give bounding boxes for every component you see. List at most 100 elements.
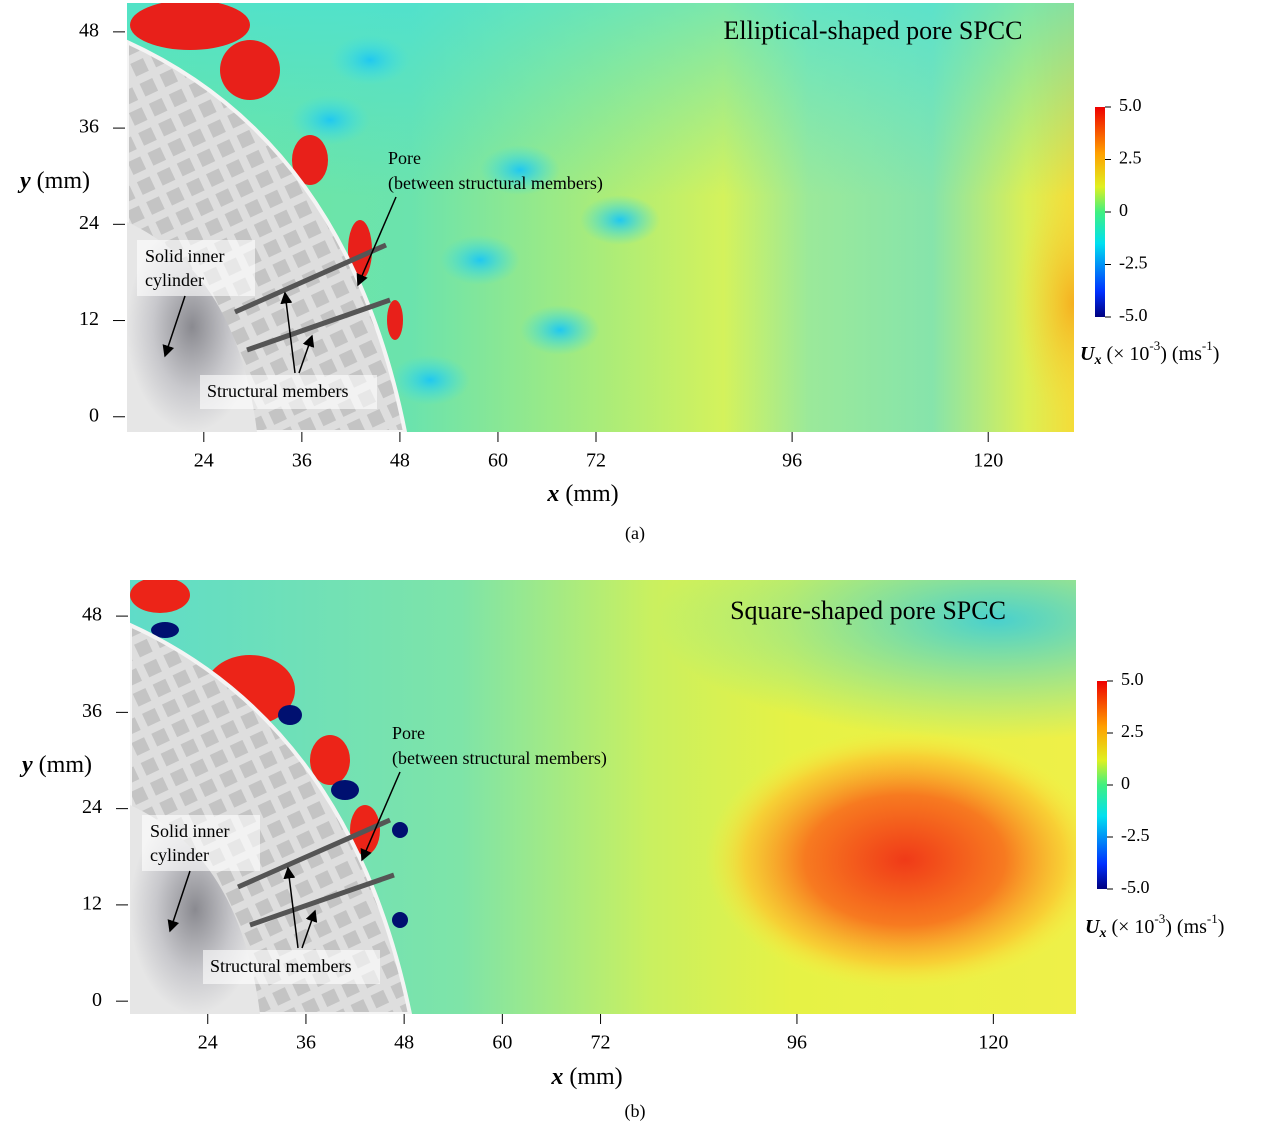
colorbar-label: Ux (× 10-3) (ms-1) — [1085, 911, 1224, 941]
x-tick-label: 120 — [973, 450, 1003, 472]
cyan-patch — [290, 95, 370, 145]
y-tick-label: 24 — [79, 212, 99, 234]
x-tick-label: 96 — [787, 1032, 807, 1054]
colorbar-tick-label: 5.0 — [1119, 95, 1142, 115]
label-part: x — [1098, 926, 1106, 941]
red-patch — [292, 135, 328, 185]
axis-unit: (mm) — [37, 168, 90, 194]
colorbar-tick-label: -5.0 — [1121, 877, 1150, 897]
label-part: ) (ms — [1165, 916, 1207, 938]
arrow — [360, 771, 401, 862]
y-tick-label: 12 — [79, 308, 99, 330]
cyan-patch — [480, 145, 560, 195]
panel-title: Square-shaped pore SPCC — [730, 596, 1006, 625]
red-patch — [310, 735, 350, 785]
colorbar-tick-label: 0 — [1121, 773, 1130, 793]
label-part: ) — [1218, 916, 1225, 938]
label-part: x — [1093, 353, 1101, 368]
x-tick-label: 120 — [978, 1032, 1008, 1054]
label-part: -1 — [1202, 338, 1213, 353]
caption: (b) — [625, 1101, 646, 1122]
x-tick-label: 36 — [296, 1032, 316, 1054]
field — [127, 3, 1074, 432]
y-tick-label: 0 — [92, 989, 102, 1011]
member-line — [249, 872, 395, 928]
label-part: U — [1080, 343, 1096, 365]
arrow — [280, 291, 296, 374]
blue-patch — [278, 705, 302, 725]
arrow — [298, 334, 315, 374]
y-tick-label: 36 — [79, 116, 99, 138]
hot-region — [705, 730, 1076, 990]
cyan-patch — [520, 305, 600, 355]
y-axis-label: y (mm) — [19, 752, 92, 778]
member-line — [233, 242, 388, 315]
x-tick-label: 60 — [492, 1032, 512, 1054]
annotation: Structural members — [207, 381, 348, 401]
colorbar — [1095, 107, 1105, 317]
axis-symbol: x — [546, 481, 559, 507]
x-tick-label: 60 — [488, 450, 508, 472]
arrow — [301, 909, 318, 949]
x-tick-label: 96 — [782, 450, 802, 472]
colorbar-tick-label: -2.5 — [1119, 253, 1148, 273]
red-patch — [220, 40, 280, 100]
cyan-patch — [330, 35, 410, 85]
arrow — [167, 870, 191, 933]
cyan-patch — [390, 355, 470, 405]
colorbar-tick-label: -2.5 — [1121, 825, 1150, 845]
annotation: Solid inner — [150, 821, 230, 841]
x-tick-label: 72 — [586, 450, 606, 472]
axis-unit: (mm) — [39, 752, 92, 778]
red-patch — [130, 3, 250, 50]
y-tick-label: 0 — [89, 404, 99, 426]
colorbar-tick-label: 0 — [1119, 200, 1128, 220]
y-tick-label: 48 — [82, 604, 102, 626]
y-tick-label: 12 — [82, 892, 102, 914]
x-tick-label: 72 — [591, 1032, 611, 1054]
label-part: ) — [1213, 343, 1220, 365]
blue-patch — [151, 622, 179, 638]
annotation: cylinder — [145, 270, 204, 290]
label-part: -3 — [1154, 911, 1165, 926]
y-tick-label: 24 — [82, 796, 102, 818]
annotation: Structural members — [210, 956, 351, 976]
label-part: U — [1085, 916, 1101, 938]
cyan-patch — [440, 235, 520, 285]
label-box — [203, 950, 380, 984]
axis-unit: (mm) — [569, 1064, 622, 1090]
x-tick-label: 48 — [390, 450, 410, 472]
x-tick-label: 24 — [198, 1032, 218, 1054]
colorbar-tick-label: 5.0 — [1121, 669, 1144, 689]
blue-patch — [331, 780, 359, 800]
blue-patch — [392, 912, 408, 928]
label-part: ) (ms — [1160, 343, 1202, 365]
annotation: (between structural members) — [388, 173, 603, 194]
colorbar-tick-label: 2.5 — [1119, 148, 1142, 168]
axis-unit: (mm) — [565, 481, 618, 507]
annotation: (between structural members) — [392, 748, 607, 769]
red-patch — [387, 300, 403, 340]
red-patch — [130, 580, 190, 613]
annotation: Solid inner — [145, 246, 225, 266]
label-part: -3 — [1149, 338, 1160, 353]
annotation: Pore — [388, 148, 421, 168]
y-tick-label: 36 — [82, 700, 102, 722]
warm-edge — [1014, 183, 1074, 423]
x-tick-label: 36 — [292, 450, 312, 472]
annotation: cylinder — [150, 845, 209, 865]
y-axis-label: y (mm) — [17, 168, 90, 194]
member-line — [246, 297, 391, 353]
x-axis-label: x (mm) — [546, 481, 618, 507]
cyan-corner — [656, 580, 1076, 740]
y-tick-label: 48 — [79, 19, 99, 41]
arrow — [283, 866, 299, 949]
label-box — [200, 375, 377, 409]
axis-symbol: y — [17, 168, 31, 194]
colorbar-label: Ux (× 10-3) (ms-1) — [1080, 338, 1219, 368]
axis-symbol: x — [550, 1064, 563, 1090]
label-part: (× 10 — [1101, 343, 1149, 365]
blue-patch — [392, 822, 408, 838]
arrow — [162, 295, 186, 358]
